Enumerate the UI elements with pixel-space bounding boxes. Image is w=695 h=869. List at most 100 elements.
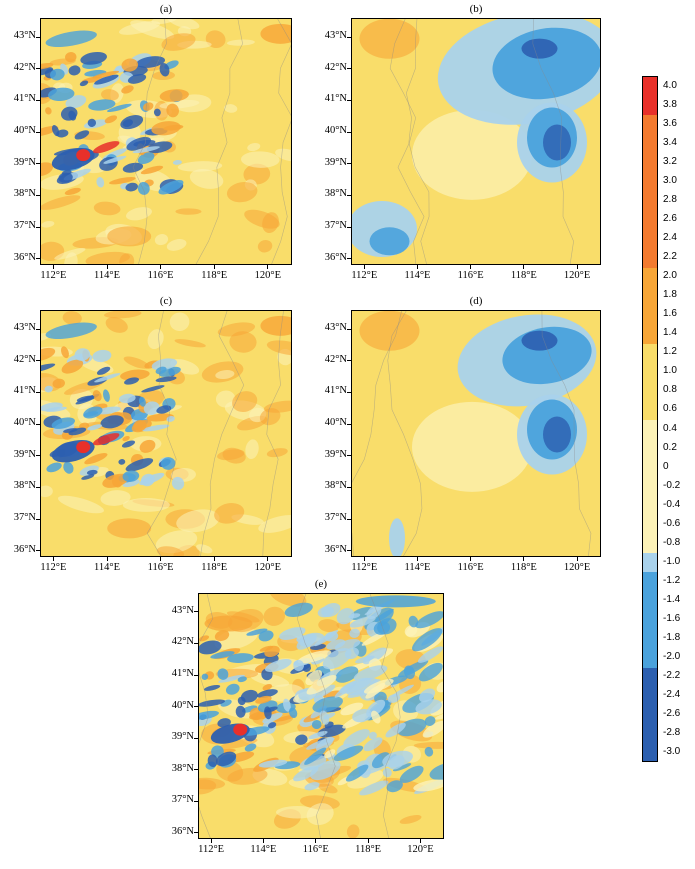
lat-tick-label: 43°N xyxy=(13,30,36,41)
lat-tick-label: 40°N xyxy=(324,125,347,136)
anom-field-247 xyxy=(284,602,313,618)
colorbar-segment xyxy=(643,553,657,573)
anom-field-142 xyxy=(255,695,272,704)
lon-tick-label: 114°E xyxy=(250,844,277,855)
anom-field-260 xyxy=(345,764,369,782)
anom-field-229 xyxy=(334,639,361,652)
anom-field-138 xyxy=(87,424,102,431)
lat-tick-label: 39°N xyxy=(324,156,347,168)
anom-field-20 xyxy=(258,514,291,533)
anom-field-220 xyxy=(412,628,443,652)
anom-field-104 xyxy=(201,673,209,680)
anom-field-182 xyxy=(424,746,434,757)
anom-field-136 xyxy=(138,396,146,407)
lat-tick-label: 43°N xyxy=(171,604,194,616)
anom-field-38 xyxy=(245,439,259,460)
anom-field-71 xyxy=(41,347,56,361)
lat-tick xyxy=(347,99,351,101)
anom-field-109 xyxy=(139,439,156,453)
lat-tick-label: 42°N xyxy=(324,353,347,365)
lat-tick-label: 42°N xyxy=(13,353,36,365)
anom-field-193 xyxy=(434,711,443,720)
anom-field-131 xyxy=(76,395,95,402)
colorbar-segment xyxy=(643,458,657,478)
anom-field-52 xyxy=(262,212,279,234)
field-d-field-1 xyxy=(412,401,532,492)
boundary-line xyxy=(541,311,592,556)
anom-field-265 xyxy=(382,750,413,768)
anom-field-218 xyxy=(415,611,443,629)
anom-field-4 xyxy=(105,317,128,333)
core-c-field-4 xyxy=(260,315,291,336)
lat-tick xyxy=(347,423,351,425)
anom-field-118 xyxy=(60,346,69,359)
anom-field-115 xyxy=(203,684,221,691)
boundary-line xyxy=(262,311,284,556)
lat-tick-label: 36°N xyxy=(13,251,36,263)
anom-field-202 xyxy=(392,763,412,772)
anom-field-267 xyxy=(355,655,375,664)
anom-field-212 xyxy=(296,633,317,650)
anom-field-231 xyxy=(397,659,429,678)
lat-tick-label: 42°N xyxy=(171,636,194,648)
anom-field-40 xyxy=(226,611,260,623)
lon-tick-label: 118°E xyxy=(201,270,228,281)
anom-field-94 xyxy=(65,52,77,63)
anom-field-92 xyxy=(241,705,258,713)
anom-field-56 xyxy=(215,370,235,380)
core-a-field-1 xyxy=(76,149,91,162)
boundary-line xyxy=(389,19,425,264)
anom-field-254 xyxy=(418,662,443,682)
anom-field-72 xyxy=(61,359,84,374)
map-a xyxy=(40,18,292,265)
boundary-line xyxy=(146,311,177,556)
colorbar-segment xyxy=(643,705,657,726)
core-a-field-2 xyxy=(92,141,120,154)
anom-field-103 xyxy=(283,698,291,712)
colorbar-segment xyxy=(643,400,657,421)
anom-field-243 xyxy=(293,659,305,672)
anom-field-100 xyxy=(122,435,130,442)
lon-tick-label: 114°E xyxy=(94,270,120,281)
anom-field-177 xyxy=(399,765,424,783)
anom-field-252 xyxy=(363,678,394,694)
panel-e: (e) 36°N 37°N 38°N 39°N 40°N 41°N 42°N 43°N 112°E… xyxy=(172,578,444,855)
lat-tick-label: 43°N xyxy=(13,322,36,333)
anom-field-236 xyxy=(343,729,370,748)
anom-field-97 xyxy=(84,453,108,465)
anom-field-157 xyxy=(386,780,403,793)
anom-field-121 xyxy=(141,385,165,393)
anom-field-142 xyxy=(126,136,151,151)
lat-tick xyxy=(36,518,40,520)
colorbar-tick-label: 3.6 xyxy=(663,117,677,129)
anom-field-264 xyxy=(349,616,376,628)
anom-field-112 xyxy=(142,102,154,111)
anom-field-39 xyxy=(224,104,238,113)
lat-tick xyxy=(347,131,351,133)
colorbar-tick-label: -2.6 xyxy=(663,708,681,720)
anom-field-143 xyxy=(132,146,160,154)
lon-tick xyxy=(52,557,54,561)
colorbar-segment xyxy=(643,229,657,249)
boundary-line xyxy=(200,311,245,556)
boundary-line xyxy=(271,19,291,264)
anom-field-53 xyxy=(306,803,334,826)
anom-field-207 xyxy=(335,666,359,683)
anom-field-93 xyxy=(63,461,74,474)
lat-tick-label: 38°N xyxy=(324,188,347,200)
anom-field-133 xyxy=(100,415,124,429)
anom-field-10 xyxy=(101,89,119,101)
anom-field-112 xyxy=(124,377,140,385)
colorbar-segment xyxy=(643,743,657,761)
anom-field-13 xyxy=(147,329,164,350)
anom-field-106 xyxy=(211,745,224,758)
anom-field-18 xyxy=(169,312,190,332)
anom-field-55 xyxy=(174,339,206,348)
anom-field-162 xyxy=(340,702,364,716)
anom-field-68 xyxy=(199,635,210,642)
lat-tick-label: 39°N xyxy=(13,156,36,168)
anom-field-124 xyxy=(227,653,254,663)
anom-field-99 xyxy=(237,696,246,706)
anom-field-7 xyxy=(126,207,152,221)
lon-tick xyxy=(106,557,108,561)
